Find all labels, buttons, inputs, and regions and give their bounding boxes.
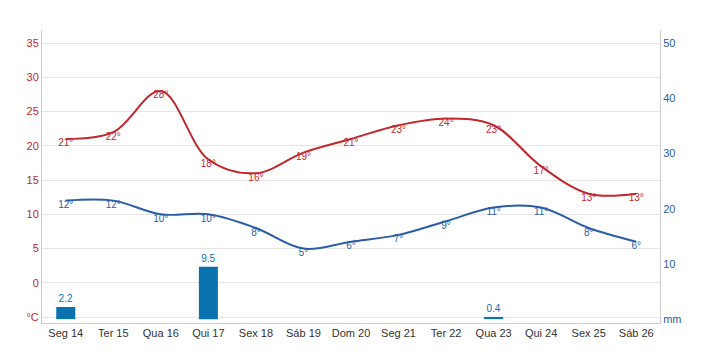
svg-text:35: 35 <box>27 37 39 49</box>
svg-text:12°: 12° <box>106 199 121 210</box>
svg-text:Ter 22: Ter 22 <box>431 327 462 339</box>
svg-text:5°: 5° <box>299 247 309 258</box>
svg-text:13°: 13° <box>629 192 644 203</box>
svg-text:Qua 16: Qua 16 <box>143 327 179 339</box>
svg-text:Qui 24: Qui 24 <box>525 327 557 339</box>
svg-text:16°: 16° <box>248 172 263 183</box>
svg-text:8°: 8° <box>251 227 261 238</box>
svg-text:0.4: 0.4 <box>486 303 500 314</box>
svg-text:10: 10 <box>27 208 39 220</box>
svg-text:12°: 12° <box>58 199 73 210</box>
svg-text:40: 40 <box>663 92 675 104</box>
svg-text:10: 10 <box>663 258 675 270</box>
svg-text:Qua 23: Qua 23 <box>476 327 512 339</box>
svg-text:Dom 20: Dom 20 <box>332 327 371 339</box>
svg-text:28°: 28° <box>153 89 168 100</box>
svg-text:Seg 21: Seg 21 <box>381 327 416 339</box>
svg-text:Sáb 26: Sáb 26 <box>619 327 654 339</box>
svg-text:21°: 21° <box>58 137 73 148</box>
svg-text:0: 0 <box>33 277 39 289</box>
svg-text:10°: 10° <box>153 213 168 224</box>
svg-text:Sex 25: Sex 25 <box>572 327 606 339</box>
svg-text:11°: 11° <box>486 206 500 217</box>
svg-text:°C: °C <box>26 311 38 323</box>
svg-text:8°: 8° <box>584 227 594 238</box>
svg-text:9°: 9° <box>441 220 451 231</box>
svg-text:9.5: 9.5 <box>201 253 215 264</box>
svg-text:6°: 6° <box>346 240 356 251</box>
svg-text:23°: 23° <box>486 124 501 135</box>
svg-text:11°: 11° <box>534 206 548 217</box>
svg-text:50: 50 <box>663 37 675 49</box>
svg-text:25: 25 <box>27 105 39 117</box>
svg-text:Qui 17: Qui 17 <box>192 327 224 339</box>
svg-text:6°: 6° <box>631 240 641 251</box>
svg-text:22°: 22° <box>106 131 121 142</box>
svg-text:23°: 23° <box>391 124 406 135</box>
svg-text:13°: 13° <box>581 192 596 203</box>
svg-text:30: 30 <box>663 147 675 159</box>
svg-text:18°: 18° <box>201 158 216 169</box>
svg-text:20: 20 <box>663 203 675 215</box>
svg-text:17°: 17° <box>534 165 549 176</box>
svg-text:19°: 19° <box>296 151 311 162</box>
svg-text:Sáb 19: Sáb 19 <box>286 327 321 339</box>
svg-text:15: 15 <box>27 174 39 186</box>
svg-text:2.2: 2.2 <box>59 293 73 304</box>
svg-text:20: 20 <box>27 140 39 152</box>
svg-text:Ter 15: Ter 15 <box>98 327 129 339</box>
svg-text:mm: mm <box>663 313 681 325</box>
svg-text:Sex 18: Sex 18 <box>239 327 273 339</box>
svg-text:7°: 7° <box>394 233 404 244</box>
svg-text:21°: 21° <box>343 137 358 148</box>
svg-text:24°: 24° <box>439 117 454 128</box>
svg-text:5: 5 <box>33 242 39 254</box>
svg-text:30: 30 <box>27 71 39 83</box>
svg-text:Seg 14: Seg 14 <box>48 327 83 339</box>
svg-text:10°: 10° <box>201 213 216 224</box>
